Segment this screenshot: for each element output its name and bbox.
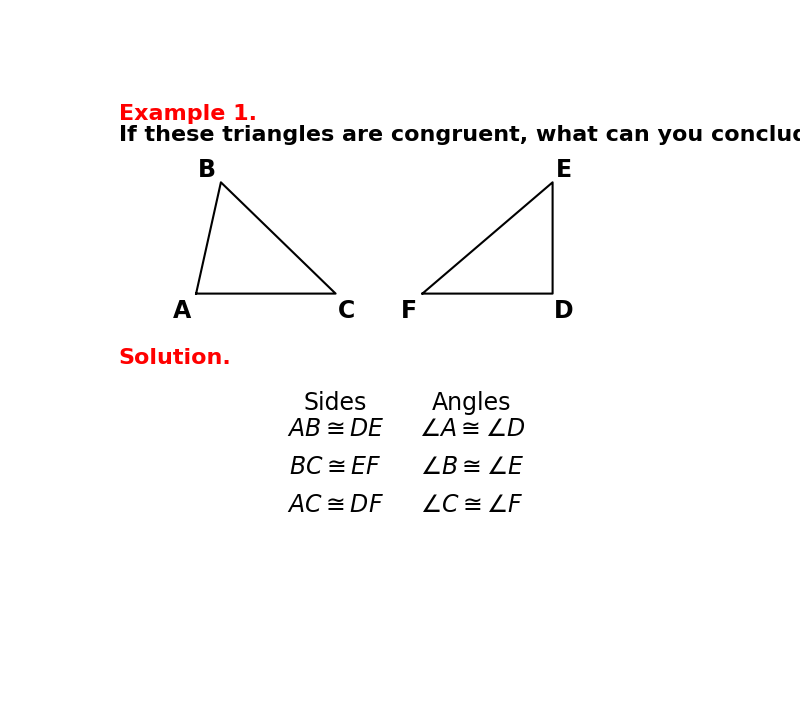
Text: E: E	[556, 159, 572, 183]
Text: Solution.: Solution.	[118, 348, 231, 368]
Text: $\angle C \cong \angle F$: $\angle C \cong \angle F$	[420, 493, 524, 517]
Text: If these triangles are congruent, what can you conclude?: If these triangles are congruent, what c…	[118, 125, 800, 145]
Text: $\angle B \cong \angle E$: $\angle B \cong \angle E$	[420, 455, 524, 479]
Text: $AB \cong DE$: $AB \cong DE$	[286, 417, 385, 441]
Text: D: D	[554, 299, 574, 323]
Text: Example 1.: Example 1.	[118, 104, 257, 123]
Text: A: A	[174, 299, 191, 323]
Text: F: F	[401, 299, 417, 323]
Text: $AC \cong DF$: $AC \cong DF$	[287, 493, 384, 517]
Text: Sides: Sides	[304, 391, 367, 415]
Text: $\angle A \cong \angle D$: $\angle A \cong \angle D$	[418, 417, 526, 441]
Text: $BC \cong EF$: $BC \cong EF$	[290, 455, 382, 479]
Text: C: C	[338, 299, 355, 323]
Text: B: B	[198, 159, 216, 183]
Text: Angles: Angles	[432, 391, 512, 415]
